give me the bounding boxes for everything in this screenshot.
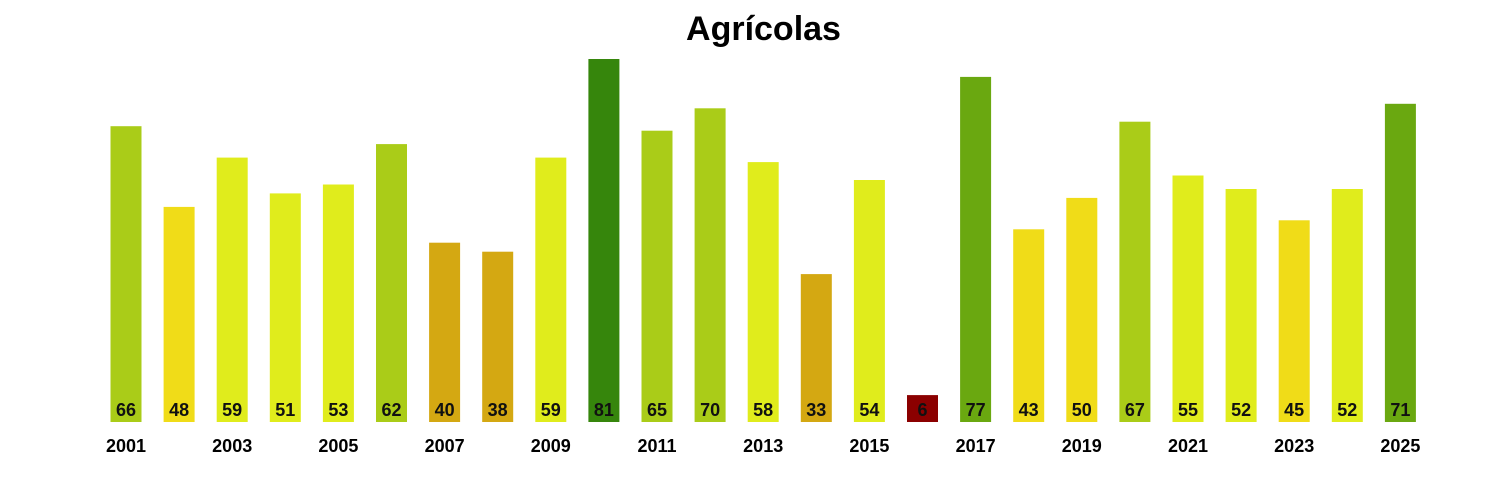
value-label-2022: 52 [1231,400,1251,420]
bar-2016 [907,395,938,422]
x-tick-label-2001: 2001 [106,436,146,456]
bar-2008 [482,251,514,422]
value-label-2009: 59 [541,400,561,420]
value-label-2024: 52 [1337,400,1357,420]
bar-2025 [1384,103,1416,423]
bar-2010 [588,59,620,422]
bar-2004 [269,193,301,422]
value-label-2019: 50 [1072,400,1092,420]
x-tick-label-2003: 2003 [212,436,252,456]
bar-2022 [1225,189,1257,422]
value-label-2023: 45 [1284,400,1304,420]
x-tick-label-2025: 2025 [1380,436,1420,456]
chart-title: Agrícolas [686,10,841,48]
value-label-2002: 48 [169,400,189,420]
value-label-2010: 81 [594,400,614,420]
bar-2017 [960,76,992,423]
value-label-2015: 54 [859,400,879,420]
x-tick-label-2011: 2011 [637,436,676,456]
bar-2012 [694,108,726,423]
value-label-2006: 62 [381,400,401,420]
value-labels-group: 66 48 59 51 53 62 40 38 59 81 65 70 58 33 54 6 77 43 50 67 5… [116,400,1410,420]
bar-2023 [1278,220,1310,422]
x-tick-label-2005: 2005 [318,436,358,456]
bar-2006 [376,144,407,422]
bar-2005 [322,184,354,422]
value-label-2003: 59 [222,400,242,420]
value-label-2007: 40 [435,400,455,420]
value-label-2021: 55 [1178,400,1198,420]
value-label-2005: 53 [328,400,348,420]
value-label-2014: 33 [806,400,826,420]
bar-2015 [853,180,885,422]
value-label-2008: 38 [488,400,508,420]
x-tick-label-2007: 2007 [425,436,465,456]
bar-2024 [1331,189,1363,422]
value-label-2020: 67 [1125,400,1145,420]
x-tick-label-2013: 2013 [743,436,783,456]
bar-2021 [1172,175,1204,422]
bar-2011 [641,130,673,422]
bar-2001 [110,126,142,422]
x-tick-label-2021: 2021 [1168,436,1208,456]
value-label-2011: 65 [647,400,667,420]
bars-group [110,59,1416,423]
bar-2007 [429,242,461,422]
value-label-2013: 58 [753,400,773,420]
x-tick-label-2019: 2019 [1062,436,1102,456]
x-tick-labels-group: 2001 2003 2005 2007 2009 2011 2013 2015 2017 2019… [106,436,1420,456]
bar-2019 [1066,197,1098,422]
value-label-2017: 77 [966,400,986,420]
bar-2002 [163,206,195,422]
bar-2009 [535,157,567,422]
bar-2018 [1013,229,1045,422]
bar-2020 [1119,121,1151,422]
bar-2013 [747,162,779,422]
x-tick-label-2009: 2009 [531,436,571,456]
value-label-2012: 70 [700,400,720,420]
bar-2003 [216,157,248,422]
value-label-2018: 43 [1019,400,1039,420]
value-label-2004: 51 [275,400,295,420]
bar-2014 [800,274,832,422]
x-tick-label-2023: 2023 [1274,436,1314,456]
x-tick-label-2017: 2017 [956,436,996,456]
value-label-2016: 6 [917,400,927,420]
value-label-2025: 71 [1390,400,1410,420]
x-tick-label-2015: 2015 [849,436,889,456]
value-label-2001: 66 [116,400,136,420]
